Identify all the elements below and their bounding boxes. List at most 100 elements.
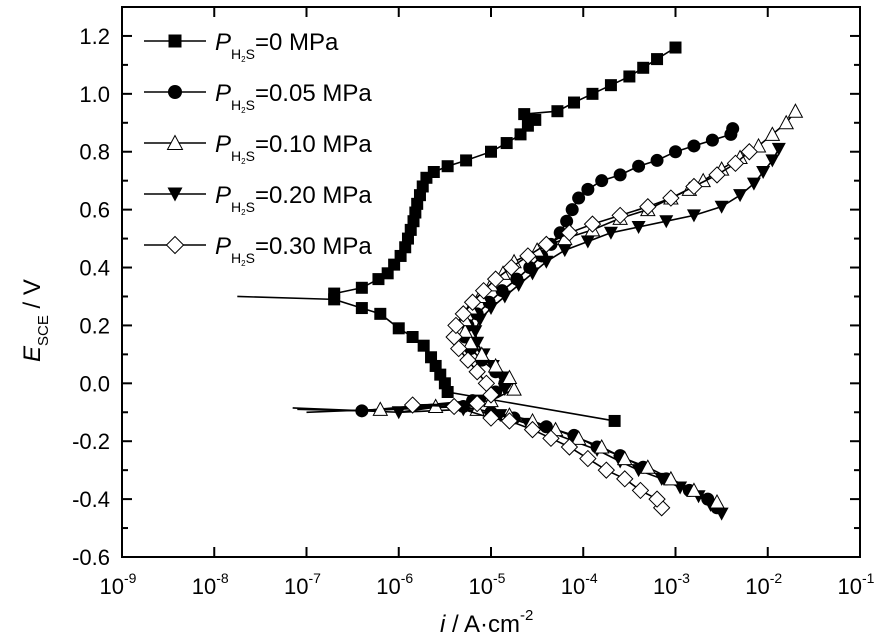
data-point-diamond: [463, 293, 482, 311]
x-tick-label-exp: -4: [585, 570, 598, 586]
y-tick-label: 0.0: [79, 371, 110, 396]
data-point-diamond: [502, 258, 521, 277]
data-point-square: [427, 166, 440, 178]
x-tick-label-exp: -1: [862, 570, 875, 586]
data-point-square: [623, 70, 636, 83]
data-point-square: [568, 96, 581, 109]
data-point-square: [417, 339, 430, 352]
data-point-diamond: [477, 374, 496, 393]
data-point-triangle-up: [570, 430, 587, 445]
data-point-triangle-up: [764, 126, 781, 141]
data-point-circle: [510, 272, 524, 286]
legend-label-sub-s: S: [246, 97, 255, 113]
x-axis-label-var: i: [440, 611, 446, 638]
data-point-square: [355, 302, 368, 315]
x-tick-label-base: 10: [192, 574, 216, 599]
data-point-diamond: [445, 397, 463, 416]
data-point-triangle-down: [746, 177, 761, 191]
data-point-circle: [632, 159, 646, 173]
x-axis-label-unit: / A·cm: [445, 611, 520, 638]
legend-label: PH2S=0.05 MPa: [215, 80, 372, 115]
data-point-square: [374, 307, 387, 320]
x-tick-label: 10-2: [745, 570, 782, 599]
data-point-diamond: [500, 412, 519, 430]
data-point-square: [521, 119, 534, 132]
x-tick-label-base: 10: [653, 574, 677, 599]
data-point-triangle-up: [501, 369, 518, 385]
legend-label-sub-2: 2: [241, 106, 246, 115]
legend-label-var: P: [215, 80, 231, 107]
x-tick-label-base: 10: [745, 574, 769, 599]
x-tick-label: 10-9: [100, 570, 137, 599]
data-point-diamond: [165, 235, 185, 255]
legend-label-sub-s: S: [246, 250, 255, 266]
x-tick-label: 10-5: [469, 570, 506, 599]
data-point-square: [604, 79, 617, 92]
data-point-triangle-down: [714, 200, 729, 214]
data-point-circle: [482, 295, 496, 309]
y-tick-label: -0.6: [72, 545, 110, 570]
data-point-square: [518, 108, 531, 121]
legend-label-sub: H: [231, 97, 241, 113]
data-point-square: [392, 322, 405, 335]
x-tick-label-base: 10: [838, 574, 862, 599]
series-layer: [237, 41, 804, 521]
data-point-square: [500, 137, 513, 150]
data-point-diamond: [560, 224, 579, 242]
data-point-circle: [669, 145, 682, 159]
data-point-triangle-up: [506, 381, 522, 396]
data-point-diamond: [403, 396, 422, 414]
data-point-triangle-up: [686, 482, 702, 497]
data-point-diamond: [459, 351, 477, 369]
x-tick-label-base: 10: [100, 574, 124, 599]
series-p-h2s-0-05-mpa: [297, 122, 740, 515]
legend-label: PH2S=0.10 MPa: [215, 131, 372, 166]
data-point-triangle-up: [166, 134, 184, 150]
legend-label-value: =0.10 MPa: [255, 131, 372, 158]
data-point-triangle-up: [778, 114, 795, 130]
data-point-diamond: [685, 177, 703, 196]
legend-item: PH2S=0 MPa: [144, 29, 339, 64]
legend-label-sub-2: 2: [241, 208, 246, 217]
data-point-square: [529, 113, 542, 126]
data-point-triangle-up: [616, 450, 633, 466]
data-point-triangle-down: [686, 209, 701, 223]
data-point-diamond: [537, 235, 556, 254]
data-point-triangle-up: [593, 438, 610, 454]
data-point-circle: [560, 214, 574, 228]
data-point-square: [425, 351, 438, 364]
data-point-diamond: [468, 394, 486, 413]
data-point-square: [485, 145, 497, 158]
legend-label-sub-s: S: [246, 148, 255, 164]
data-point-square: [637, 61, 650, 74]
data-point-diamond: [639, 198, 657, 216]
data-point-diamond: [616, 470, 634, 488]
data-point-square: [586, 87, 599, 100]
x-tick-label: 10-1: [838, 570, 875, 599]
data-point-triangle-up: [372, 401, 389, 416]
series-p-h2s-0-10-mpa: [306, 103, 804, 509]
x-tick-label: 10-6: [376, 570, 413, 599]
data-point-diamond: [523, 420, 542, 439]
data-point-diamond: [631, 481, 650, 500]
x-axis-label: i / A·cm-2: [440, 607, 533, 638]
x-tick-label-base: 10: [284, 574, 308, 599]
data-point-square: [651, 53, 664, 66]
data-point-diamond: [445, 328, 463, 346]
data-point-square: [328, 287, 341, 300]
x-tick-label-base: 10: [376, 574, 400, 599]
y-tick-label: 0.8: [79, 140, 110, 165]
data-point-diamond: [726, 154, 745, 173]
data-point-triangle-up: [750, 137, 767, 153]
data-point-diamond: [662, 189, 680, 207]
data-point-diamond: [611, 206, 629, 225]
legend-item: PH2S=0.30 MPa: [144, 233, 372, 268]
data-point-square: [355, 281, 368, 294]
x-tick-label-base: 10: [561, 574, 585, 599]
data-point-triangle-down: [580, 235, 595, 249]
data-point-triangle-down: [733, 189, 748, 203]
data-point-square: [460, 154, 473, 167]
x-tick-label: 10-3: [653, 570, 690, 599]
data-point-square: [441, 160, 454, 173]
